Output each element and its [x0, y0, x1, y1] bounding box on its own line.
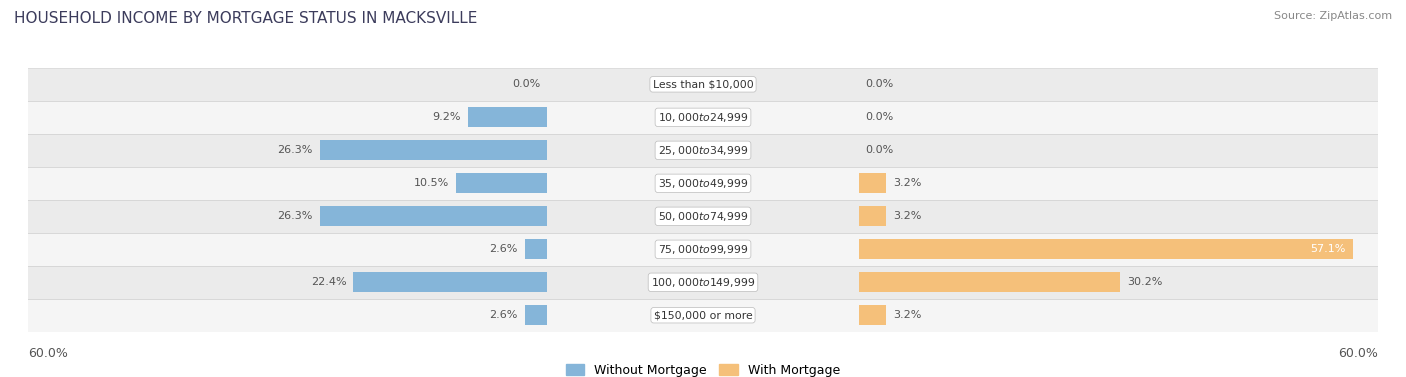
Text: 57.1%: 57.1%: [1310, 244, 1346, 254]
Bar: [353, 272, 547, 292]
Text: 2.6%: 2.6%: [489, 244, 517, 254]
Text: Source: ZipAtlas.com: Source: ZipAtlas.com: [1274, 11, 1392, 21]
Bar: [0, 233, 1406, 266]
Bar: [0, 266, 1406, 299]
Bar: [0, 101, 1406, 134]
Text: $75,000 to $99,999: $75,000 to $99,999: [658, 243, 748, 256]
Text: 3.2%: 3.2%: [893, 211, 922, 221]
Text: 3.2%: 3.2%: [893, 178, 922, 188]
Bar: [859, 173, 886, 193]
Bar: [0, 200, 1406, 233]
Text: 9.2%: 9.2%: [432, 112, 461, 123]
Bar: [0, 233, 1406, 266]
Bar: [0, 134, 1406, 167]
Bar: [859, 305, 886, 325]
Text: 30.2%: 30.2%: [1128, 277, 1163, 287]
Text: HOUSEHOLD INCOME BY MORTGAGE STATUS IN MACKSVILLE: HOUSEHOLD INCOME BY MORTGAGE STATUS IN M…: [14, 11, 478, 26]
Text: 60.0%: 60.0%: [1339, 346, 1378, 360]
Text: $35,000 to $49,999: $35,000 to $49,999: [658, 177, 748, 190]
Bar: [0, 167, 1406, 200]
Text: Less than $10,000: Less than $10,000: [652, 79, 754, 89]
Text: 2.6%: 2.6%: [489, 310, 517, 320]
Text: $25,000 to $34,999: $25,000 to $34,999: [658, 144, 748, 157]
Text: 60.0%: 60.0%: [28, 346, 67, 360]
Bar: [0, 299, 1406, 332]
Bar: [319, 141, 547, 160]
Text: $50,000 to $74,999: $50,000 to $74,999: [658, 210, 748, 223]
Legend: Without Mortgage, With Mortgage: Without Mortgage, With Mortgage: [561, 359, 845, 377]
Text: 26.3%: 26.3%: [277, 211, 312, 221]
Bar: [859, 239, 1353, 259]
Bar: [0, 101, 1406, 134]
Text: 22.4%: 22.4%: [311, 277, 346, 287]
Text: 0.0%: 0.0%: [866, 145, 894, 155]
Text: 0.0%: 0.0%: [512, 79, 540, 89]
Bar: [524, 239, 547, 259]
Bar: [0, 266, 1406, 299]
Bar: [468, 107, 547, 127]
Bar: [0, 299, 1406, 332]
Bar: [0, 101, 1406, 134]
Bar: [319, 207, 547, 226]
Text: 26.3%: 26.3%: [277, 145, 312, 155]
Text: $10,000 to $24,999: $10,000 to $24,999: [658, 111, 748, 124]
Bar: [0, 68, 1406, 101]
Bar: [0, 299, 1406, 332]
Text: 0.0%: 0.0%: [866, 79, 894, 89]
Bar: [0, 266, 1406, 299]
Bar: [0, 68, 1406, 101]
Text: $150,000 or more: $150,000 or more: [654, 310, 752, 320]
Text: 10.5%: 10.5%: [415, 178, 450, 188]
Bar: [0, 233, 1406, 266]
Text: $100,000 to $149,999: $100,000 to $149,999: [651, 276, 755, 289]
Bar: [859, 207, 886, 226]
Text: 0.0%: 0.0%: [866, 112, 894, 123]
Bar: [0, 167, 1406, 200]
Bar: [0, 134, 1406, 167]
Bar: [0, 167, 1406, 200]
Text: 3.2%: 3.2%: [893, 310, 922, 320]
Bar: [0, 200, 1406, 233]
Bar: [859, 272, 1121, 292]
Bar: [457, 173, 547, 193]
Bar: [0, 200, 1406, 233]
Bar: [0, 68, 1406, 101]
Bar: [0, 134, 1406, 167]
Bar: [524, 305, 547, 325]
